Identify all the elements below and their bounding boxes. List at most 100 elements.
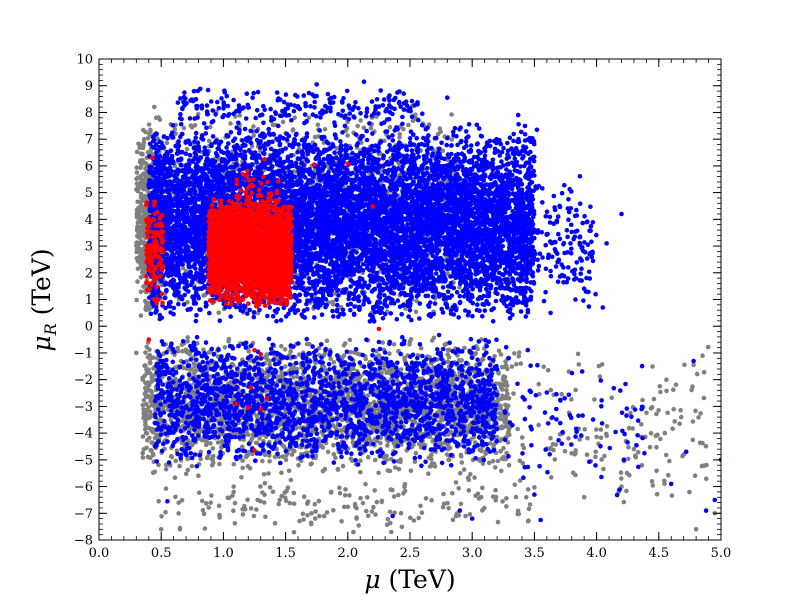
data-point (678, 408, 683, 413)
data-point (325, 449, 331, 455)
data-point (584, 452, 590, 458)
data-point (291, 490, 297, 496)
data-point (279, 343, 284, 349)
data-point (598, 427, 604, 432)
data-point (504, 387, 509, 393)
data-point (183, 347, 189, 353)
data-point (142, 426, 148, 432)
data-point (458, 470, 463, 476)
data-point (429, 338, 435, 343)
data-point (209, 462, 215, 468)
data-point (331, 442, 336, 448)
data-point (376, 470, 381, 476)
data-point (385, 516, 391, 522)
data-point (456, 485, 462, 491)
data-point (585, 435, 590, 441)
data-point (138, 289, 144, 295)
data-point (146, 122, 152, 127)
data-point (140, 455, 146, 460)
data-point (449, 112, 454, 117)
data-point (210, 446, 216, 451)
data-point (648, 431, 654, 436)
data-point (343, 487, 348, 492)
data-point (559, 391, 564, 397)
data-point (248, 506, 254, 511)
data-point (389, 529, 394, 535)
data-point (498, 384, 504, 390)
data-point (573, 387, 578, 393)
data-point (138, 165, 143, 171)
data-point (337, 485, 342, 491)
data-point (222, 345, 228, 350)
data-point (466, 477, 472, 483)
data-point (144, 431, 150, 436)
data-point (312, 502, 318, 507)
data-point (594, 434, 599, 440)
data-point (572, 452, 578, 457)
data-point (356, 523, 362, 528)
data-point (163, 510, 168, 515)
data-point (231, 461, 237, 467)
data-point (445, 347, 451, 353)
data-point (217, 461, 222, 467)
data-point (480, 485, 485, 491)
data-point (320, 468, 326, 474)
data-point (509, 364, 515, 369)
data-point (368, 125, 374, 131)
data-point (576, 362, 582, 367)
data-point (198, 456, 203, 462)
data-point (142, 298, 148, 304)
data-point (309, 511, 314, 516)
data-point (569, 397, 574, 402)
data-point (677, 421, 682, 427)
data-point (372, 488, 378, 493)
data-point (142, 180, 147, 186)
data-point (135, 234, 140, 239)
data-point (521, 445, 527, 451)
data-point (372, 457, 378, 463)
data-point (514, 361, 519, 367)
data-point (628, 410, 633, 416)
data-point (463, 513, 468, 519)
data-point (206, 505, 211, 510)
data-point (511, 391, 516, 396)
data-point (209, 493, 214, 498)
data-point (396, 492, 401, 498)
data-point (309, 461, 314, 466)
data-point (384, 522, 390, 527)
data-point (512, 351, 517, 356)
data-point (137, 208, 142, 214)
data-point (503, 379, 509, 385)
data-point (552, 457, 558, 462)
data-point (499, 468, 504, 474)
data-point (320, 445, 326, 450)
data-point (185, 335, 190, 340)
data-point (401, 126, 406, 132)
data-point (458, 501, 464, 507)
data-point (277, 497, 283, 503)
data-point (312, 516, 318, 521)
data-point (360, 500, 366, 506)
data-point (478, 494, 484, 500)
data-point (143, 350, 148, 355)
data-point (545, 367, 551, 373)
data-point (337, 490, 343, 496)
data-point (446, 506, 451, 511)
data-point (168, 453, 174, 459)
data-point (333, 455, 338, 461)
data-point (513, 494, 519, 500)
data-point (148, 399, 153, 404)
data-point (324, 338, 330, 344)
data-point (486, 460, 492, 466)
data-point (669, 493, 675, 498)
data-point (328, 356, 333, 362)
data-point (297, 518, 302, 524)
data-point (240, 512, 246, 517)
data-point (581, 494, 587, 500)
data-point (493, 465, 498, 470)
data-point (141, 267, 146, 273)
data-point (135, 199, 140, 205)
data-point (147, 455, 153, 461)
data-point (244, 453, 250, 458)
